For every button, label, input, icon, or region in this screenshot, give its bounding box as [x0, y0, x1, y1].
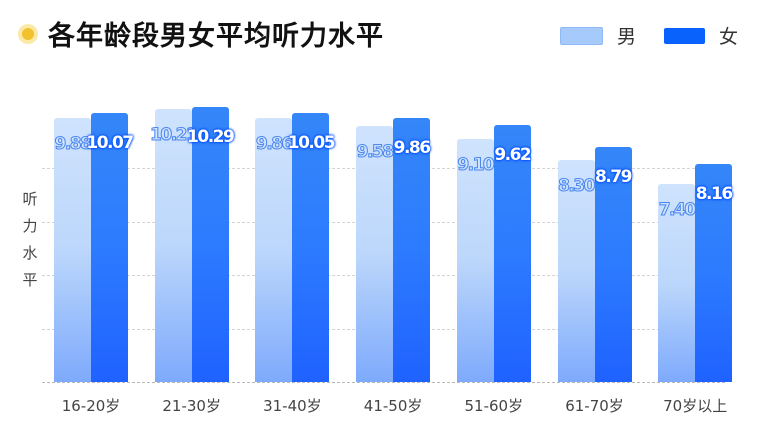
data-label: 8.16	[695, 183, 733, 204]
plot-area: 9.88 10.07 16-20岁 10.21 10.29 21-30岁 9.86 10.05…	[42, 0, 765, 423]
bar-male[interactable]	[658, 184, 696, 382]
title-bullet-icon	[22, 27, 34, 40]
data-label: 9.10	[457, 154, 495, 175]
chart-header: 各年龄段男女平均听力水平	[18, 14, 384, 53]
bar-male[interactable]	[456, 138, 494, 382]
bar-female[interactable]	[292, 113, 330, 382]
y-axis-label-char: 水	[22, 244, 38, 262]
x-axis-tick-label: 41-50岁	[363, 397, 423, 415]
legend-label-female: 女	[719, 26, 739, 48]
data-label: 8.79	[595, 166, 632, 187]
data-label: 9.86	[393, 138, 431, 159]
x-axis-tick-label: 16-20岁	[61, 397, 121, 415]
data-label: 8.30	[558, 175, 596, 196]
bar-female[interactable]	[695, 163, 733, 382]
legend-swatch-female	[664, 27, 706, 44]
bar-male[interactable]	[557, 159, 595, 382]
x-axis-tick-label: 51-60岁	[464, 397, 524, 415]
bar-male[interactable]	[255, 118, 293, 382]
x-axis-tick-label: 31-40岁	[263, 397, 322, 415]
gridline	[42, 382, 725, 383]
bar-female[interactable]	[493, 124, 531, 382]
data-label: 9.58	[356, 141, 394, 162]
bar-male[interactable]	[54, 117, 91, 382]
data-label: 10.21	[150, 124, 199, 145]
legend-item-female[interactable]: 女	[664, 22, 738, 49]
y-axis-label-char: 平	[22, 271, 38, 289]
bar-female[interactable]	[91, 112, 128, 382]
x-axis-tick-label: 21-30岁	[162, 397, 221, 415]
data-label: 9.86	[255, 134, 293, 155]
legend-label-male: 男	[617, 26, 637, 48]
bar-female[interactable]	[191, 106, 229, 382]
bar-female[interactable]	[393, 118, 431, 382]
legend-item-male[interactable]: 男	[560, 22, 636, 49]
legend: 男 女	[560, 22, 765, 49]
y-axis-label-char: 听	[22, 190, 38, 208]
data-label: 7.40	[658, 200, 696, 221]
y-axis-label-char: 力	[22, 217, 38, 235]
data-label: 10.07	[86, 132, 134, 153]
bar-male[interactable]	[154, 108, 192, 382]
bar-male[interactable]	[356, 125, 394, 382]
y-axis-label: 听 力 水 平	[22, 186, 38, 294]
data-label: 10.05	[287, 133, 336, 154]
x-axis-tick-label: 70岁以上	[663, 397, 728, 415]
x-axis-tick-label: 61-70岁	[565, 397, 624, 415]
data-label: 9.88	[54, 133, 92, 154]
data-label: 10.29	[187, 126, 235, 147]
bar-female[interactable]	[594, 146, 632, 382]
chart-title: 各年龄段男女平均听力水平	[48, 21, 384, 52]
data-label: 9.62	[494, 144, 531, 165]
legend-swatch-male	[560, 26, 603, 45]
